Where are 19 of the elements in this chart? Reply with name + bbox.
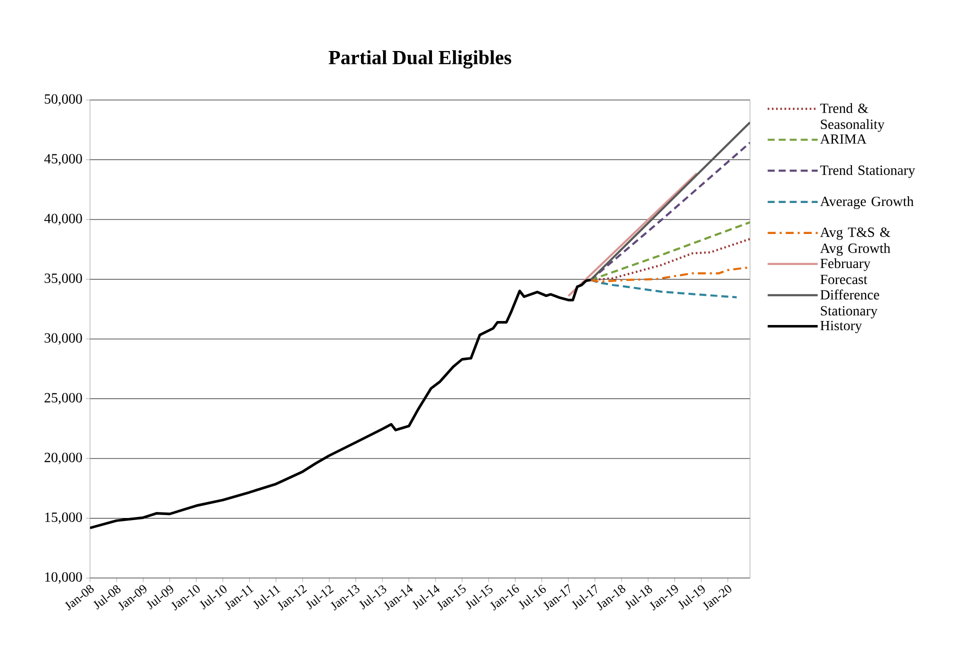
legend-label: Avg T&S & Avg Growth (820, 228, 890, 256)
line-series (589, 278, 738, 298)
y-tick-label: 10,000 (45, 572, 82, 584)
y-tick-label: 15,000 (45, 512, 82, 524)
chart-title: Partial Dual Eligibles (328, 50, 512, 69)
y-tick-label: 50,000 (44, 94, 82, 106)
legend-label: Average Growth (820, 196, 914, 210)
y-tick-label: 45,000 (44, 154, 82, 166)
legend-label: Difference Stationary (820, 290, 880, 318)
y-tick-label: 25,000 (44, 393, 82, 404)
y-tick-label: 35,000 (44, 274, 82, 285)
legend-label: History (820, 320, 862, 334)
legend-label: Trend & Seasonality (820, 103, 885, 132)
legend-label: February Forecast (820, 258, 870, 284)
y-tick-label: 30,000 (44, 333, 82, 345)
legend-label: ARIMA (820, 134, 867, 144)
legend-label: Trend Stationary (820, 165, 916, 178)
y-tick-label: 40,000 (44, 214, 82, 226)
y-tick-label: 20,000 (44, 452, 82, 464)
